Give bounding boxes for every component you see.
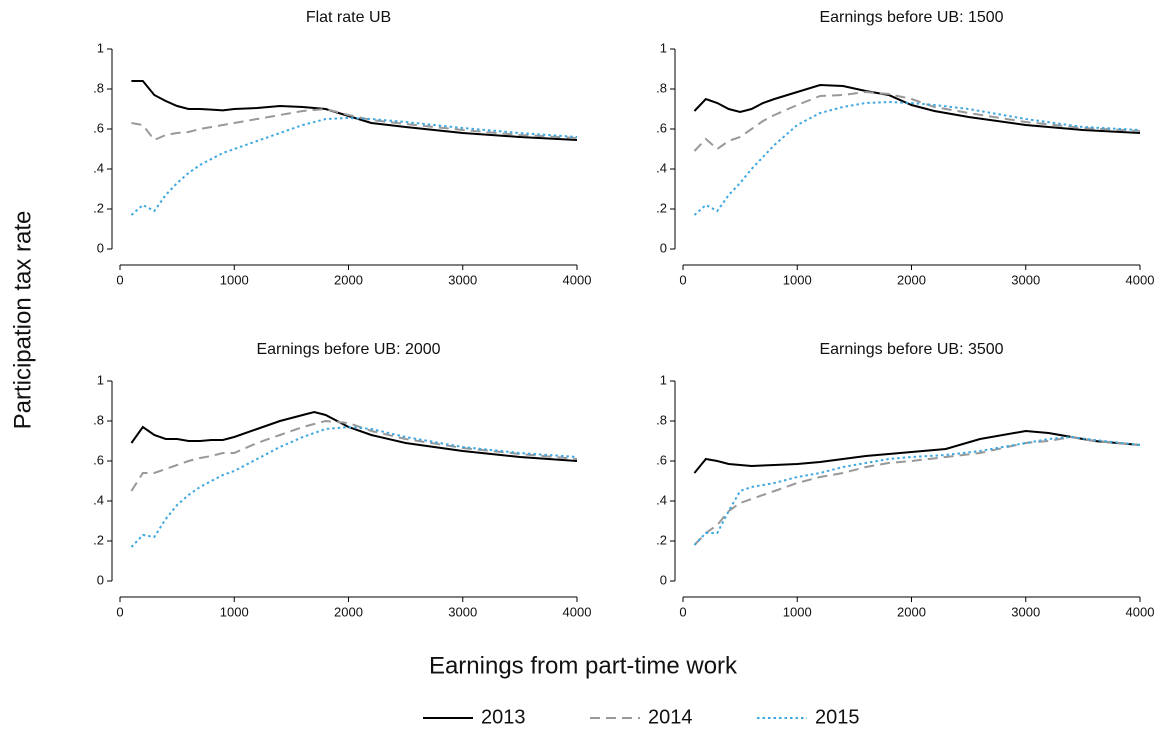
- series-line: [693, 90, 1141, 152]
- x-tick-label: 2000: [897, 604, 926, 619]
- x-tick-label: 4000: [563, 604, 592, 619]
- x-tick-label: 3000: [448, 604, 477, 619]
- panel-title: Earnings before UB: 3500: [819, 341, 1003, 358]
- series-line: [130, 425, 578, 548]
- panel-title: Flat rate UB: [306, 9, 391, 26]
- y-tick-label: .8: [656, 80, 667, 95]
- x-tick-label: 2000: [334, 604, 363, 619]
- y-tick-label: .8: [656, 412, 667, 427]
- y-tick-label: .4: [93, 160, 104, 175]
- y-tick-label: .6: [93, 452, 104, 467]
- y-tick-label: 0: [660, 240, 667, 255]
- x-tick-label: 0: [116, 604, 123, 619]
- series-line: [130, 116, 578, 216]
- y-tick-label: 1: [97, 40, 104, 55]
- y-tick-label: .4: [93, 492, 104, 507]
- y-axis-label: Participation tax rate: [9, 211, 36, 430]
- x-tick-label: 0: [116, 272, 123, 287]
- x-tick-label: 3000: [448, 272, 477, 287]
- x-axis-label: Earnings from part-time work: [429, 652, 738, 679]
- y-tick-label: .2: [656, 532, 667, 547]
- panel-title: Earnings before UB: 2000: [256, 341, 440, 358]
- series-line: [130, 419, 578, 492]
- series-line: [130, 410, 578, 462]
- x-tick-label: 0: [679, 604, 686, 619]
- x-tick-label: 0: [679, 272, 686, 287]
- series-line: [693, 435, 1141, 546]
- x-tick-label: 2000: [334, 272, 363, 287]
- x-tick-label: 3000: [1011, 604, 1040, 619]
- series-line: [693, 100, 1141, 216]
- y-tick-label: .2: [656, 200, 667, 215]
- y-tick-label: .8: [93, 412, 104, 427]
- series-line: [693, 429, 1141, 474]
- x-tick-label: 3000: [1011, 272, 1040, 287]
- x-tick-label: 1000: [220, 604, 249, 619]
- y-tick-label: .2: [93, 532, 104, 547]
- x-tick-label: 4000: [1126, 272, 1155, 287]
- x-tick-label: 4000: [563, 272, 592, 287]
- y-tick-label: 1: [660, 372, 667, 387]
- y-tick-label: .2: [93, 200, 104, 215]
- series-line: [693, 83, 1141, 134]
- x-tick-label: 1000: [220, 272, 249, 287]
- x-tick-label: 1000: [783, 272, 812, 287]
- legend-label: 2015: [815, 706, 860, 728]
- legend-label: 2013: [481, 706, 526, 728]
- y-tick-label: 0: [97, 240, 104, 255]
- series-line: [693, 435, 1141, 546]
- y-tick-label: 0: [660, 572, 667, 587]
- panel-title: Earnings before UB: 1500: [819, 9, 1003, 26]
- y-tick-label: 1: [97, 372, 104, 387]
- y-tick-label: .6: [656, 120, 667, 135]
- y-tick-label: .4: [656, 492, 667, 507]
- x-tick-label: 4000: [1126, 604, 1155, 619]
- y-tick-label: .6: [93, 120, 104, 135]
- x-tick-label: 1000: [783, 604, 812, 619]
- y-tick-label: .4: [656, 160, 667, 175]
- y-tick-label: 1: [660, 40, 667, 55]
- y-tick-label: .6: [656, 452, 667, 467]
- y-tick-label: .8: [93, 80, 104, 95]
- series-line: [131, 80, 578, 141]
- y-tick-label: 0: [97, 572, 104, 587]
- series-line: [131, 107, 578, 142]
- legend-label: 2014: [648, 706, 693, 728]
- x-tick-label: 2000: [897, 272, 926, 287]
